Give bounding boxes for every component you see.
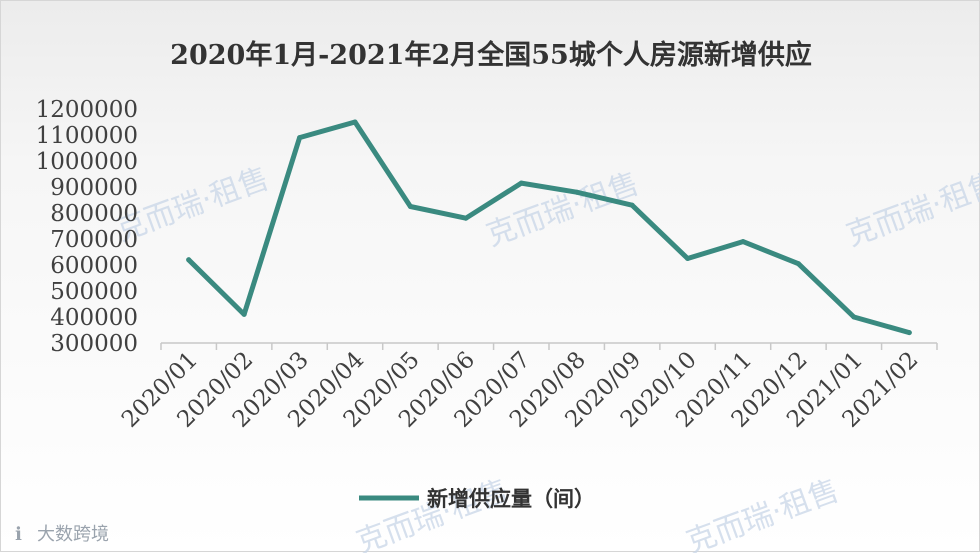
y-tick-label: 600000 bbox=[50, 253, 138, 279]
y-axis: 1200000110000010000009000008000007000006… bbox=[36, 97, 138, 357]
source-logo-text: ℹ bbox=[15, 524, 22, 545]
data-point bbox=[740, 239, 746, 245]
source-mark: ℹ 大数跨境 bbox=[15, 524, 109, 545]
source-mark-text: 大数跨境 bbox=[37, 524, 109, 545]
y-tick-label: 1100000 bbox=[36, 123, 138, 149]
data-point bbox=[352, 119, 358, 125]
chart-title: 2020年1月-2021年2月全国55城个人房源新增供应 bbox=[170, 39, 812, 71]
series-line bbox=[186, 119, 912, 336]
data-point bbox=[685, 256, 691, 261]
y-tick-label: 1200000 bbox=[36, 97, 138, 123]
legend: 新增供应量（间） bbox=[359, 486, 595, 511]
x-axis: 2020/012020/022020/032020/042020/052020/… bbox=[117, 343, 938, 433]
data-point bbox=[629, 202, 635, 208]
y-tick-label: 500000 bbox=[50, 279, 138, 305]
y-tick-label: 400000 bbox=[50, 305, 138, 331]
data-point bbox=[795, 261, 801, 267]
y-tick-label: 1000000 bbox=[36, 149, 138, 175]
watermark: 克而瑞·租售 bbox=[482, 166, 644, 253]
data-point bbox=[906, 330, 912, 336]
data-point bbox=[518, 180, 524, 186]
data-point bbox=[463, 215, 469, 221]
watermark: 克而瑞·租售 bbox=[842, 166, 980, 253]
y-tick-label: 700000 bbox=[50, 227, 138, 253]
watermark: 克而瑞·租售 bbox=[682, 473, 844, 553]
data-point bbox=[574, 189, 580, 195]
data-point bbox=[186, 257, 192, 263]
data-point bbox=[297, 135, 303, 141]
y-tick-label: 800000 bbox=[50, 201, 138, 227]
data-point bbox=[241, 311, 247, 317]
data-point bbox=[851, 314, 857, 320]
series-group bbox=[186, 119, 912, 336]
legend-label: 新增供应量（间） bbox=[427, 486, 595, 511]
y-tick-label: 300000 bbox=[50, 331, 138, 357]
y-tick-label: 900000 bbox=[50, 175, 138, 201]
data-point bbox=[407, 204, 413, 209]
